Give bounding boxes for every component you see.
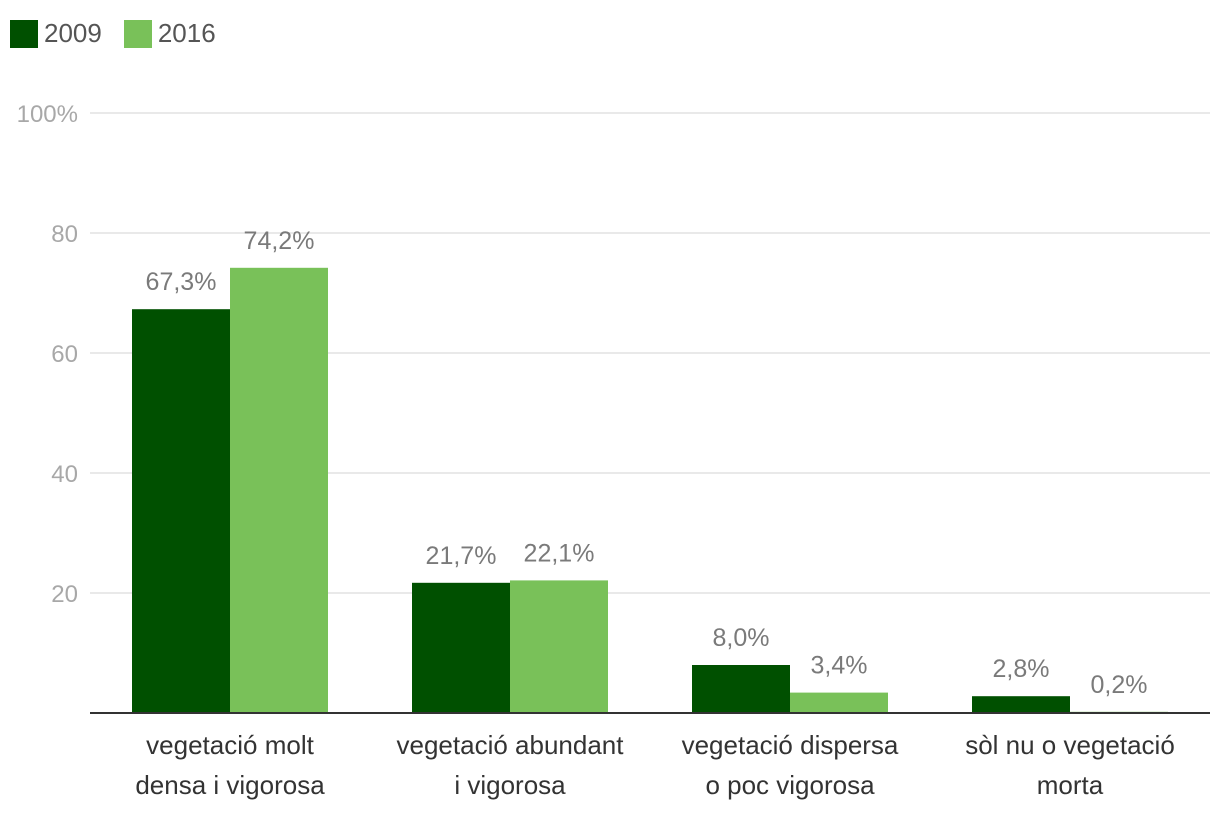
legend-label-2009: 2009: [44, 18, 102, 48]
bar-2016: [790, 692, 888, 713]
bar-2009: [132, 309, 230, 713]
data-label: 22,1%: [524, 539, 595, 567]
data-label: 74,2%: [244, 227, 315, 255]
x-category-label: vegetació abundant: [397, 730, 625, 760]
x-category-label: morta: [1037, 770, 1104, 800]
bar-2009: [972, 696, 1070, 713]
y-tick-label: 100%: [17, 101, 78, 128]
x-category-label: vegetació dispersa: [682, 730, 899, 760]
data-label: 0,2%: [1091, 671, 1148, 699]
legend-label-2016: 2016: [157, 18, 216, 48]
bar-2016: [510, 580, 608, 713]
bar-2009: [412, 582, 510, 713]
data-label: 21,7%: [426, 542, 497, 570]
bar-2016: [230, 267, 328, 713]
x-category-label: sòl nu o vegetació: [965, 730, 1175, 760]
legend: 2009 2016: [10, 18, 238, 49]
data-label: 3,4%: [811, 652, 868, 680]
legend-swatch-2009: [10, 19, 38, 48]
legend-swatch-2016: [123, 19, 152, 48]
bar-2009: [692, 665, 790, 713]
x-category-label: vegetació molt: [146, 730, 314, 760]
y-tick-label: 40: [51, 461, 78, 488]
x-category-label: densa i vigorosa: [135, 770, 325, 800]
data-label: 8,0%: [713, 624, 770, 652]
data-label: 2,8%: [993, 655, 1050, 683]
x-category-label: o poc vigorosa: [705, 770, 875, 800]
data-label: 67,3%: [146, 268, 217, 296]
y-tick-label: 60: [51, 341, 78, 368]
y-tick-label: 80: [51, 221, 78, 248]
legend-item-2009: 2009: [10, 18, 102, 49]
y-tick-label: 20: [51, 581, 78, 608]
legend-item-2016: 2016: [123, 18, 216, 49]
x-category-label: i vigorosa: [454, 770, 566, 800]
